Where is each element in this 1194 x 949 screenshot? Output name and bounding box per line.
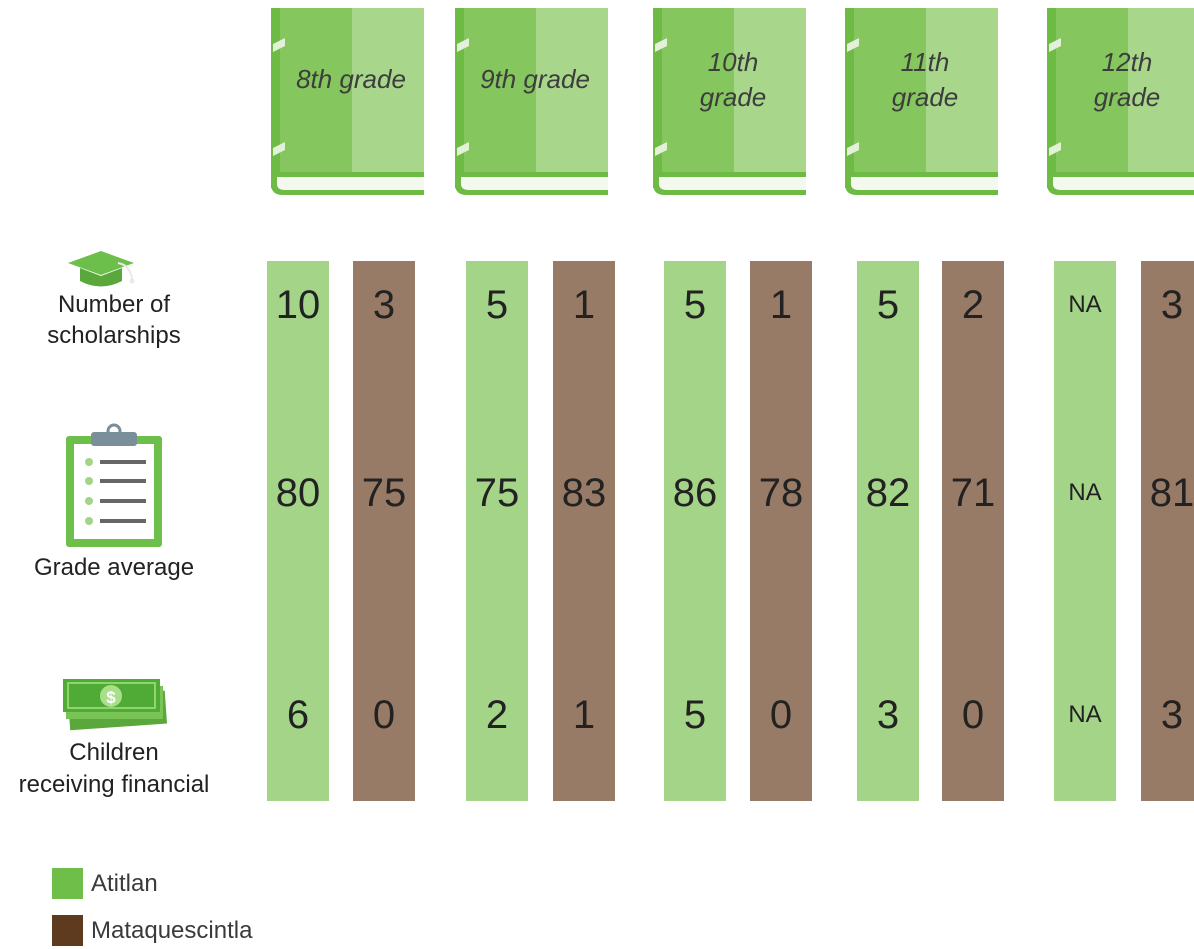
bar-9th-grade-mataquescintla (553, 261, 615, 801)
value-row2-8th-grade-mataquescintla: 75 (362, 471, 407, 515)
bar-12th-grade-mataquescintla (1141, 261, 1194, 801)
row-label-1-line-2: scholarships (47, 322, 180, 349)
value-row1-10th-grade-mataquescintla: 1 (770, 283, 792, 327)
grade-label-10th-grade-line-2: grade (700, 82, 767, 112)
legend-label-mataquescintla: Mataquescintla (91, 916, 253, 944)
value-row2-8th-grade-atitlan: 80 (276, 471, 321, 515)
bar-10th-grade-atitlan (664, 261, 726, 801)
value-row2-12th-grade-mataquescintla: 81 (1150, 471, 1194, 515)
value-row2-12th-grade-atitlan: NA (1068, 479, 1101, 506)
value-row1-8th-grade-atitlan: 10 (276, 283, 321, 327)
row-label-1-line-1: Number of (58, 291, 170, 318)
bar-8th-grade-mataquescintla (353, 261, 415, 801)
row-label-2-line-1: Grade average (34, 554, 194, 581)
book-9th-grade: 9th grade (455, 8, 608, 195)
bar-10th-grade-mataquescintla (750, 261, 812, 801)
value-row1-11th-grade-atitlan: 5 (877, 283, 899, 327)
value-row2-11th-grade-atitlan: 82 (866, 471, 911, 515)
grade-label-8th-grade: 8th grade (296, 64, 406, 94)
value-row3-12th-grade-atitlan: NA (1068, 701, 1101, 728)
bar-11th-grade-mataquescintla (942, 261, 1004, 801)
value-row1-10th-grade-atitlan: 5 (684, 283, 706, 327)
value-row1-9th-grade-atitlan: 5 (486, 283, 508, 327)
clipboard-icon (66, 423, 162, 547)
value-row3-10th-grade-atitlan: 5 (684, 693, 706, 737)
value-row3-12th-grade-mataquescintla: 3 (1161, 693, 1183, 737)
value-row1-12th-grade-atitlan: NA (1068, 291, 1101, 318)
legend-swatch-atitlan (52, 868, 83, 899)
value-row1-8th-grade-mataquescintla: 3 (373, 283, 395, 327)
bar-12th-grade-atitlan (1054, 261, 1116, 801)
grade-label-11th-grade-line-2: grade (892, 82, 959, 112)
money-icon: $ (63, 679, 167, 731)
legend-swatch-mataquescintla (52, 915, 83, 946)
value-row2-11th-grade-mataquescintla: 71 (951, 471, 996, 515)
grade-label-10th-grade-line-1: 10th (708, 47, 759, 77)
value-row3-11th-grade-atitlan: 3 (877, 693, 899, 737)
value-row2-10th-grade-mataquescintla: 78 (759, 471, 804, 515)
bar-11th-grade-atitlan (857, 261, 919, 801)
grade-label-11th-grade-line-1: 11th (901, 47, 950, 77)
book-8th-grade: 8th grade (271, 8, 424, 195)
value-row3-9th-grade-atitlan: 2 (486, 693, 508, 737)
bar-9th-grade-atitlan (466, 261, 528, 801)
value-row3-9th-grade-mataquescintla: 1 (573, 693, 595, 737)
book-10th-grade: 10th grade (653, 8, 806, 195)
value-row2-9th-grade-mataquescintla: 83 (562, 471, 607, 515)
grade-label-12th-grade-line-2: grade (1094, 82, 1161, 112)
value-row2-9th-grade-atitlan: 75 (475, 471, 520, 515)
value-row3-8th-grade-mataquescintla: 0 (373, 693, 395, 737)
row-label-3-line-2: receiving financial (19, 771, 210, 798)
value-row3-8th-grade-atitlan: 6 (287, 693, 309, 737)
book-12th-grade: 12th grade (1047, 8, 1194, 195)
grade-label-12th-grade-line-1: 12th (1102, 47, 1153, 77)
book-11th-grade: 11th grade (845, 8, 998, 195)
row-label-3-line-1: Children (69, 739, 158, 766)
legend-label-atitlan: Atitlan (91, 869, 158, 897)
bar-8th-grade-atitlan (267, 261, 329, 801)
value-row3-11th-grade-mataquescintla: 0 (962, 693, 984, 737)
legend-item-atitlan: Atitlan (52, 868, 158, 899)
legend-item-mataquescintla: Mataquescintla (52, 915, 252, 946)
graduation-cap-icon (68, 251, 135, 287)
value-row1-12th-grade-mataquescintla: 3 (1161, 283, 1183, 327)
value-row1-11th-grade-mataquescintla: 2 (962, 283, 984, 327)
value-row3-10th-grade-mataquescintla: 0 (770, 693, 792, 737)
value-row2-10th-grade-atitlan: 86 (673, 471, 718, 515)
grade-label-9th-grade: 9th grade (480, 64, 590, 94)
svg-text:$: $ (106, 688, 116, 707)
value-row1-9th-grade-mataquescintla: 1 (573, 283, 595, 327)
